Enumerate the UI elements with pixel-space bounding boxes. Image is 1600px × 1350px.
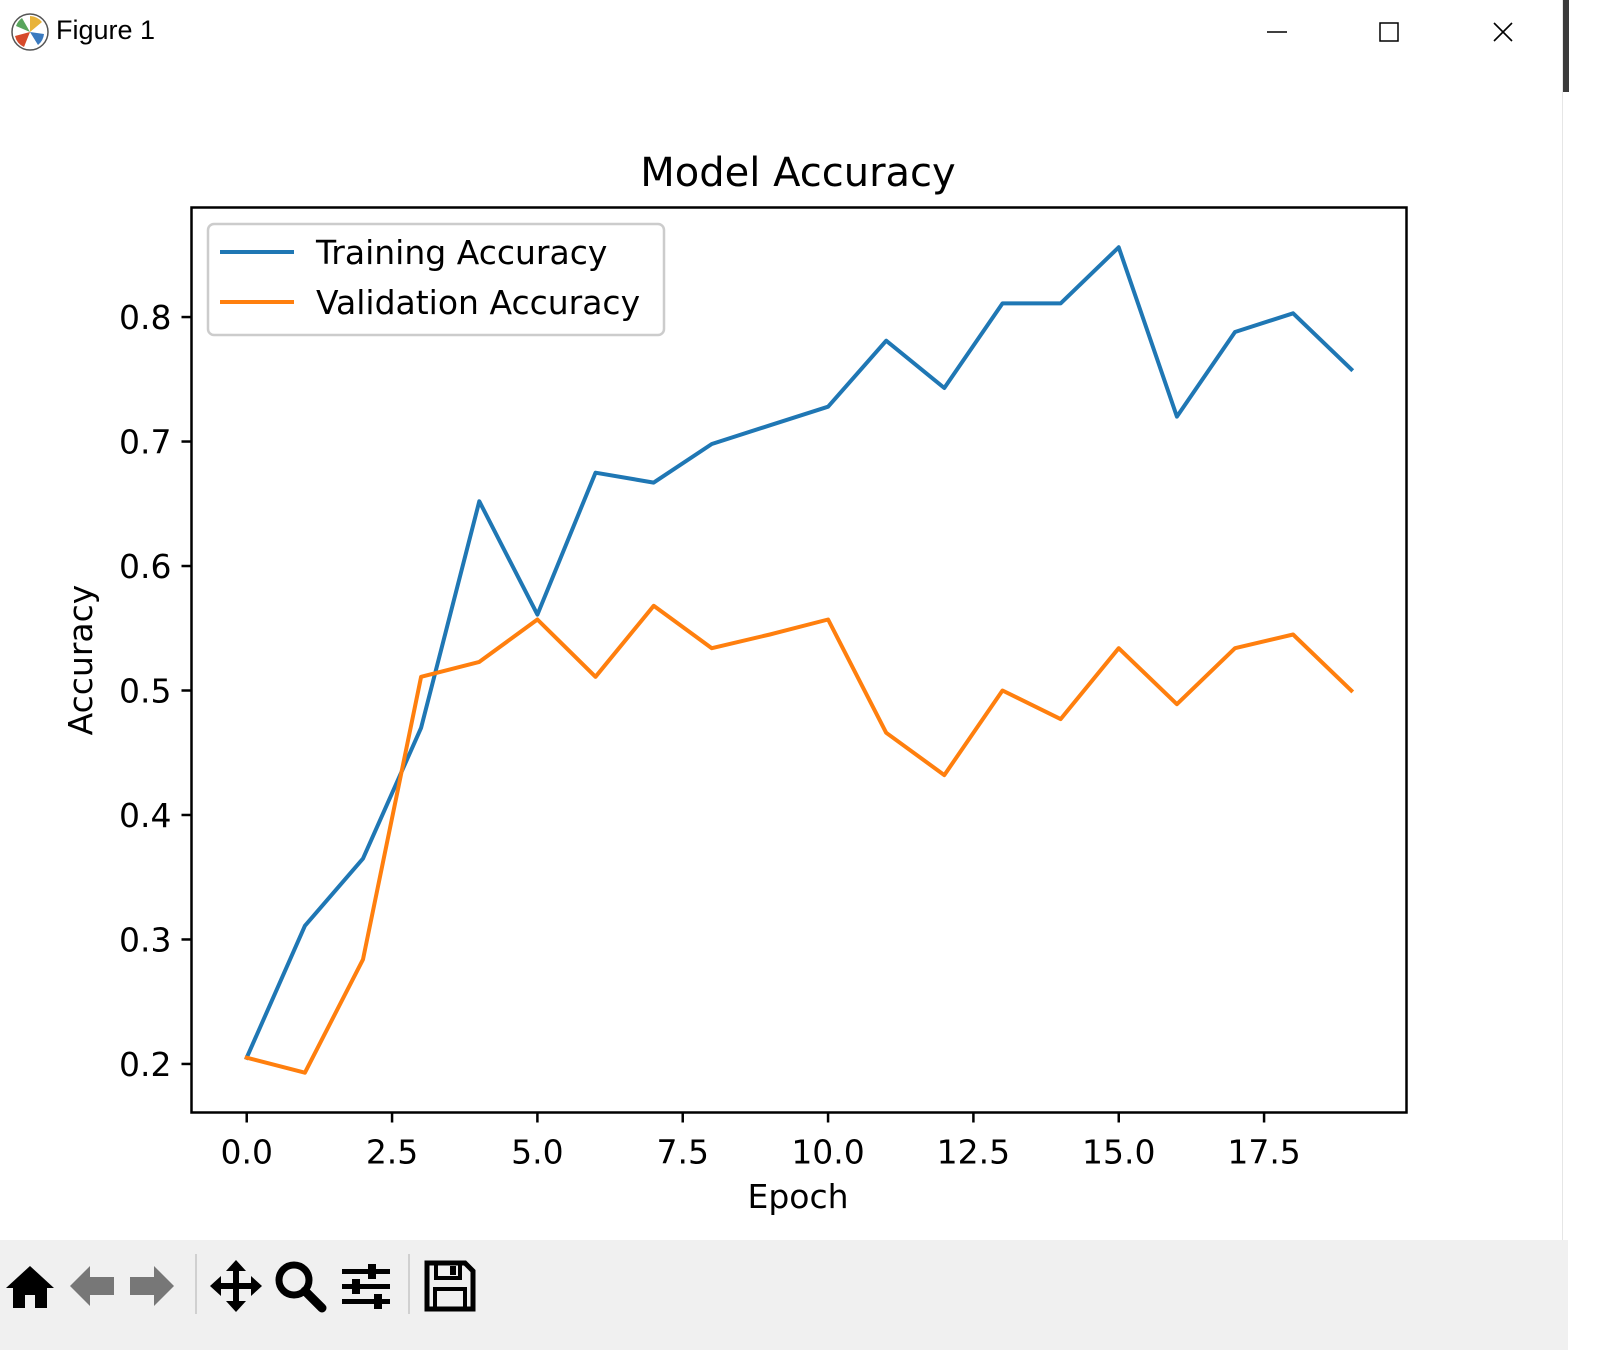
y-tick-label: 0.7 [119,423,171,462]
y-tick-label: 0.3 [119,920,171,959]
x-axis-label: Epoch [747,1177,848,1216]
floppy-disk-icon [424,1260,476,1312]
magnifier-icon [275,1261,327,1313]
training-accuracy-line [244,245,1355,1061]
close-button[interactable] [1468,8,1538,56]
y-tick-label: 0.2 [119,1045,171,1084]
x-tick-label: 2.5 [366,1133,418,1172]
move-icon [210,1260,262,1312]
x-axis: 0.0 2.5 5.0 7.5 10.0 12.5 15.0 17.5 [220,1112,1301,1172]
forward-button[interactable] [124,1258,180,1314]
close-icon [1493,22,1513,42]
arrow-left-icon [70,1266,114,1306]
axes-frame [190,206,1408,1114]
x-tick-label: 17.5 [1227,1133,1300,1172]
home-button[interactable] [2,1258,58,1314]
x-tick-label: 12.5 [937,1133,1010,1172]
back-button[interactable] [64,1258,120,1314]
plot-lines [244,245,1355,1075]
chart-title: Model Accuracy [640,150,955,196]
window-titlebar: Figure 1 [0,0,1568,64]
y-tick-label: 0.8 [119,298,171,337]
maximize-button[interactable] [1354,8,1424,56]
x-tick-label: 0.0 [220,1133,272,1172]
legend-label-training: Training Accuracy [315,233,607,272]
y-axis-label: Accuracy [61,585,100,736]
y-tick-label: 0.5 [119,671,171,710]
legend-box [206,222,666,337]
matplotlib-logo-icon [11,13,49,51]
x-tick-label: 5.0 [511,1133,563,1172]
navigation-toolbar [0,1240,1568,1350]
zoom-button[interactable] [272,1258,328,1314]
x-tick-label: 10.0 [791,1133,864,1172]
maximize-icon [1379,22,1399,42]
home-icon [6,1266,54,1308]
window-edge [1562,0,1600,1350]
y-axis: 0.2 0.3 0.4 0.5 0.6 0.7 0.8 [119,298,192,1084]
validation-accuracy-line [244,603,1355,1075]
save-button[interactable] [422,1258,478,1314]
configure-subplots-button[interactable] [338,1258,394,1314]
scrollbar[interactable] [1563,0,1569,92]
toolbar-separator [408,1254,410,1314]
legend-label-validation: Validation Accuracy [316,283,640,322]
figure-canvas[interactable]: Model Accuracy 0.2 0.3 0.4 0.5 0.6 0.7 0.8 0.0… [0,64,1562,1240]
minimize-button[interactable] [1242,8,1312,56]
toolbar-separator [195,1254,197,1314]
x-tick-label: 15.0 [1082,1133,1155,1172]
window-title: Figure 1 [56,15,156,45]
y-tick-label: 0.6 [119,547,171,586]
minimize-icon [1267,31,1287,33]
x-tick-label: 7.5 [656,1133,708,1172]
pan-button[interactable] [208,1258,264,1314]
legend: Training Accuracy Validation Accuracy [206,222,666,337]
sliders-icon [342,1264,390,1309]
arrow-right-icon [130,1266,174,1306]
y-tick-label: 0.4 [119,796,171,835]
